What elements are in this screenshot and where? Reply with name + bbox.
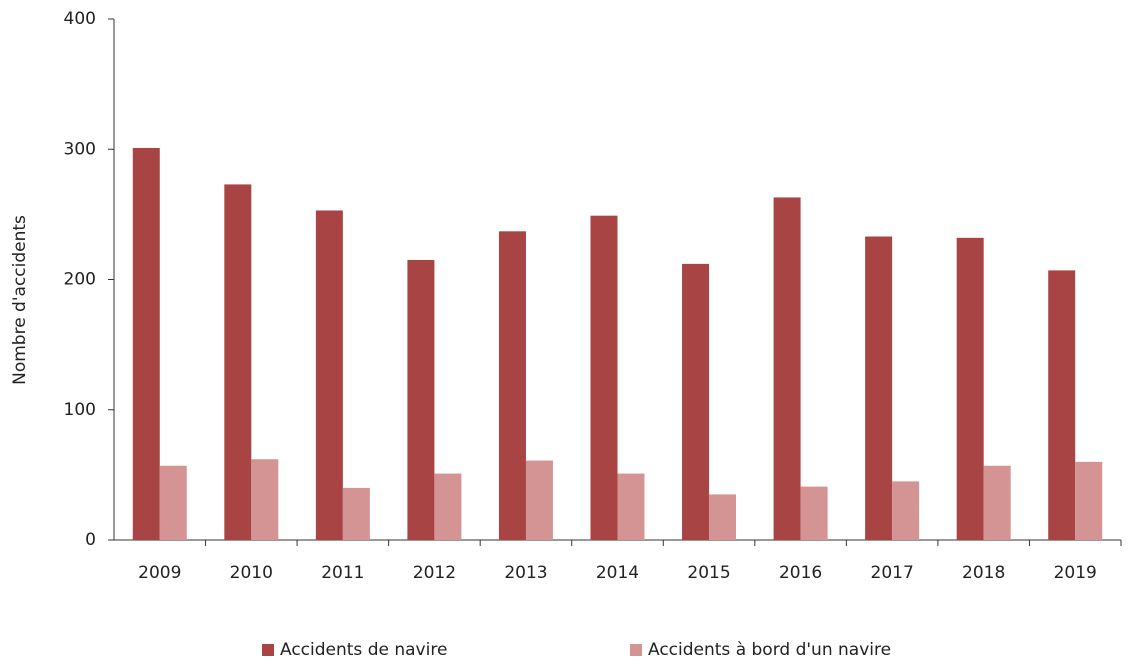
bar (983, 465, 1011, 540)
x-tick-label: 2010 (230, 563, 273, 583)
legend-label: Accidents de navire (280, 640, 447, 660)
y-tick-label: 100 (64, 400, 96, 420)
bar (682, 263, 710, 540)
bar (434, 473, 462, 540)
x-tick-label: 2016 (779, 563, 822, 583)
legend-swatch (630, 644, 642, 656)
bar (132, 147, 160, 540)
y-tick-label: 400 (64, 9, 96, 29)
x-tick-label: 2009 (138, 563, 181, 583)
bar (892, 481, 920, 540)
y-tick-label: 200 (64, 270, 96, 290)
bar (407, 259, 435, 540)
bar (498, 231, 526, 540)
bar (1075, 461, 1103, 540)
bar (956, 237, 984, 540)
bar (617, 473, 645, 540)
bar (865, 236, 893, 540)
bar (525, 460, 553, 540)
bar (315, 210, 343, 540)
x-tick-label: 2013 (504, 563, 547, 583)
legend-label: Accidents à bord d'un navire (648, 640, 891, 660)
x-tick-label: 2018 (962, 563, 1005, 583)
x-tick-label: 2017 (871, 563, 914, 583)
y-axis-label: Nombre d'accidents (10, 215, 30, 385)
bar (342, 487, 370, 540)
y-tick-label: 0 (85, 530, 96, 550)
x-tick-label: 2011 (321, 563, 364, 583)
x-tick-label: 2012 (413, 563, 456, 583)
x-tick-label: 2014 (596, 563, 639, 583)
bar (590, 215, 618, 541)
x-tick-label: 2019 (1054, 563, 1097, 583)
bar (159, 465, 187, 540)
bar (224, 184, 252, 541)
legend-swatch (262, 644, 274, 656)
bar (773, 197, 801, 540)
bar (1048, 270, 1076, 540)
x-tick-label: 2015 (687, 563, 730, 583)
bar (709, 494, 737, 540)
bar (251, 459, 279, 540)
bar (800, 486, 828, 540)
y-tick-label: 300 (64, 139, 96, 159)
